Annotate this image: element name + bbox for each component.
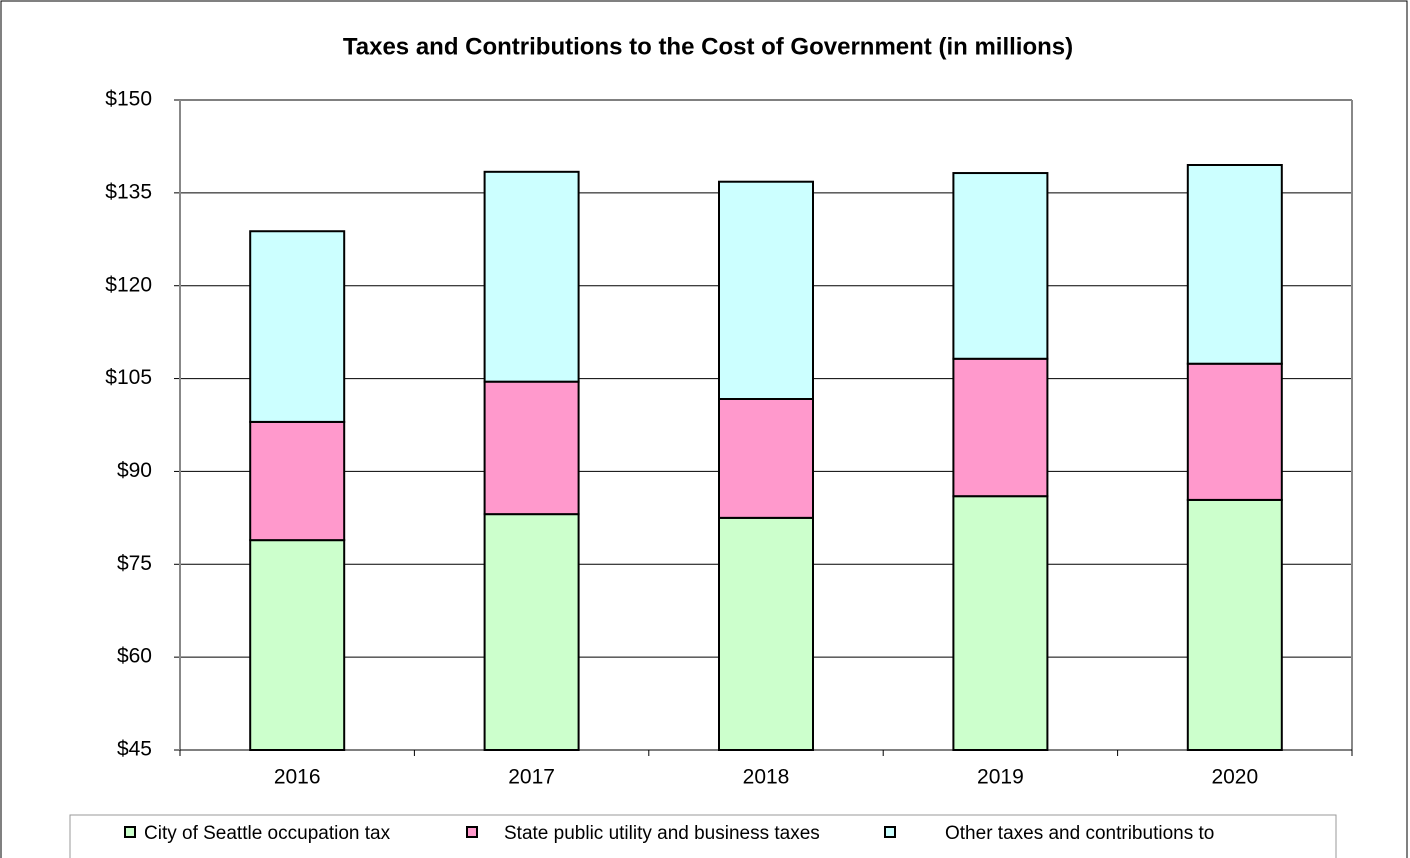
legend-swatch bbox=[124, 826, 136, 838]
bar-segment bbox=[718, 180, 814, 400]
bar-segment bbox=[718, 398, 814, 519]
bar-segment bbox=[1186, 362, 1283, 501]
bar-segment bbox=[952, 495, 1049, 752]
bar-segment bbox=[952, 172, 1049, 360]
legend-swatch bbox=[466, 826, 478, 838]
bar-segment bbox=[483, 170, 580, 383]
y-tick-label: $45 bbox=[117, 738, 152, 761]
legend-box bbox=[69, 814, 1337, 858]
x-tick-label: 2020 bbox=[1211, 766, 1258, 789]
bar-segment bbox=[249, 539, 346, 752]
y-tick-label: $135 bbox=[105, 180, 152, 203]
bar-segment bbox=[718, 516, 814, 751]
bar-segment bbox=[483, 513, 580, 752]
y-tick-label: $75 bbox=[117, 552, 152, 575]
legend-label: City of Seattle occupation tax bbox=[144, 823, 391, 844]
x-tick-label: 2017 bbox=[508, 766, 555, 789]
y-tick-label: $105 bbox=[105, 366, 152, 389]
x-tick-label: 2016 bbox=[274, 766, 321, 789]
y-tick-label: $120 bbox=[105, 273, 152, 296]
legend-swatch bbox=[884, 826, 896, 838]
chart-title: Taxes and Contributions to the Cost of G… bbox=[343, 33, 1073, 60]
y-tick-label: $60 bbox=[117, 645, 152, 668]
bar-segment bbox=[952, 357, 1049, 498]
bar-segment bbox=[1186, 164, 1283, 365]
y-tick-label: $90 bbox=[117, 459, 152, 482]
x-tick-label: 2019 bbox=[977, 766, 1024, 789]
bar-segment bbox=[249, 230, 346, 423]
bar-segment bbox=[483, 380, 580, 516]
bar-segment bbox=[1186, 498, 1283, 751]
bar-segment bbox=[249, 420, 346, 542]
y-tick-label: $150 bbox=[105, 88, 152, 111]
legend-label: State public utility and business taxes bbox=[504, 823, 820, 844]
x-tick-label: 2018 bbox=[743, 766, 790, 789]
legend-label: Other taxes and contributions to bbox=[945, 823, 1214, 844]
